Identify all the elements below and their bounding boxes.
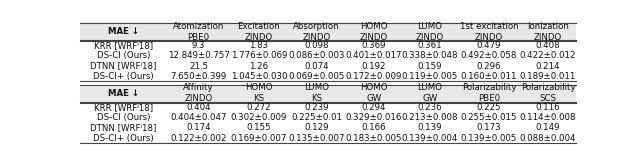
Text: 0.183±0.005: 0.183±0.005 (346, 134, 402, 143)
Text: 0.225: 0.225 (477, 103, 501, 112)
Text: LUMO
KS: LUMO KS (304, 83, 329, 103)
Text: DS-CI (Ours): DS-CI (Ours) (97, 51, 150, 60)
Text: 0.369: 0.369 (362, 41, 386, 50)
Text: 0.086±0.003: 0.086±0.003 (289, 51, 345, 60)
Text: 0.135±0.007: 0.135±0.007 (289, 134, 345, 143)
Text: 0.155: 0.155 (246, 123, 271, 133)
Text: 0.173: 0.173 (477, 123, 501, 133)
Text: 0.172±0.009: 0.172±0.009 (346, 72, 402, 81)
Text: 9.3: 9.3 (192, 41, 205, 50)
Text: 7.650±0.399: 7.650±0.399 (170, 72, 227, 81)
Text: 1.83: 1.83 (249, 41, 268, 50)
Text: 0.139±0.004: 0.139±0.004 (402, 134, 458, 143)
Text: 21.5: 21.5 (189, 62, 208, 71)
Text: 0.160±0.011: 0.160±0.011 (461, 72, 517, 81)
Text: 0.338±0.048: 0.338±0.048 (402, 51, 458, 60)
Text: HOMO
GW: HOMO GW (360, 83, 387, 103)
Text: LUMO
ZINDO: LUMO ZINDO (416, 21, 444, 42)
Text: 0.069±0.005: 0.069±0.005 (289, 72, 345, 81)
Text: 0.174: 0.174 (186, 123, 211, 133)
Text: DS-CI+ (Ours): DS-CI+ (Ours) (93, 72, 154, 81)
Text: MAE ↓: MAE ↓ (108, 89, 139, 98)
Text: 0.116: 0.116 (536, 103, 560, 112)
Text: Polarizability
PBE0: Polarizability PBE0 (461, 83, 516, 103)
Text: KRR [WRFⁱ18]: KRR [WRFⁱ18] (94, 41, 153, 50)
Text: 0.129: 0.129 (305, 123, 329, 133)
Text: 0.492±0.058: 0.492±0.058 (461, 51, 517, 60)
Text: 0.213±0.008: 0.213±0.008 (402, 113, 458, 122)
Text: 0.149: 0.149 (536, 123, 560, 133)
Text: 1.26: 1.26 (249, 62, 268, 71)
Text: 0.225±0.01: 0.225±0.01 (291, 113, 342, 122)
Text: KRR [WRFⁱ18]: KRR [WRFⁱ18] (94, 103, 153, 112)
Text: DS-CI+ (Ours): DS-CI+ (Ours) (93, 134, 154, 143)
Text: 0.139: 0.139 (418, 123, 442, 133)
Text: LUMO
GW: LUMO GW (417, 83, 442, 103)
Bar (80, 23, 576, 40)
Text: 0.169±0.007: 0.169±0.007 (230, 134, 287, 143)
Text: 0.294: 0.294 (362, 103, 386, 112)
Text: 0.302±0.009: 0.302±0.009 (230, 113, 287, 122)
Text: 0.401±0.017: 0.401±0.017 (346, 51, 402, 60)
Text: 0.119±0.005: 0.119±0.005 (402, 72, 458, 81)
Text: 0.192: 0.192 (362, 62, 386, 71)
Text: 0.236: 0.236 (418, 103, 442, 112)
Text: HOMO
ZINDO: HOMO ZINDO (360, 21, 388, 42)
Text: DTNN [WRFⁱ18]: DTNN [WRFⁱ18] (90, 123, 157, 133)
Text: 0.422±0.012: 0.422±0.012 (520, 51, 576, 60)
Text: 0.159: 0.159 (418, 62, 442, 71)
Text: DS-CI (Ours): DS-CI (Ours) (97, 113, 150, 122)
Text: DTNN [WRFⁱ18]: DTNN [WRFⁱ18] (90, 62, 157, 71)
Text: 0.296: 0.296 (477, 62, 501, 71)
Text: Absorption
ZINDO: Absorption ZINDO (293, 21, 340, 42)
Text: 0.139±0.005: 0.139±0.005 (461, 134, 517, 143)
Text: 0.166: 0.166 (362, 123, 386, 133)
Text: 0.098: 0.098 (305, 41, 329, 50)
Text: 0.361: 0.361 (418, 41, 442, 50)
Text: 0.214: 0.214 (536, 62, 560, 71)
Text: 0.088±0.004: 0.088±0.004 (520, 134, 576, 143)
Text: Ionization
ZINDO: Ionization ZINDO (527, 21, 569, 42)
Text: 0.255±0.015: 0.255±0.015 (461, 113, 517, 122)
Text: 0.189±0.011: 0.189±0.011 (520, 72, 576, 81)
Text: 0.272: 0.272 (246, 103, 271, 112)
Text: Polarizability
SCS: Polarizability SCS (521, 83, 575, 103)
Text: 0.239: 0.239 (305, 103, 329, 112)
Text: 1st excitation
ZINDO: 1st excitation ZINDO (460, 21, 518, 42)
Text: 0.122±0.002: 0.122±0.002 (170, 134, 227, 143)
Text: Excitation
ZINDO: Excitation ZINDO (237, 21, 280, 42)
Text: 0.408: 0.408 (536, 41, 560, 50)
Text: HOMO
KS: HOMO KS (245, 83, 273, 103)
Text: 0.404: 0.404 (186, 103, 211, 112)
Text: 1.776±0.069: 1.776±0.069 (230, 51, 287, 60)
Text: 12.849±0.757: 12.849±0.757 (168, 51, 229, 60)
Text: 0.074: 0.074 (305, 62, 329, 71)
Text: Atomization
PBE0: Atomization PBE0 (173, 21, 224, 42)
Text: 1.045±0.030: 1.045±0.030 (230, 72, 287, 81)
Text: 0.404±0.047: 0.404±0.047 (170, 113, 227, 122)
Bar (80, 85, 576, 102)
Text: Affinity
ZINDO: Affinity ZINDO (183, 83, 214, 103)
Text: 0.114±0.008: 0.114±0.008 (520, 113, 576, 122)
Text: MAE ↓: MAE ↓ (108, 27, 139, 36)
Text: 0.479: 0.479 (477, 41, 501, 50)
Text: 0.329±0.016: 0.329±0.016 (346, 113, 402, 122)
